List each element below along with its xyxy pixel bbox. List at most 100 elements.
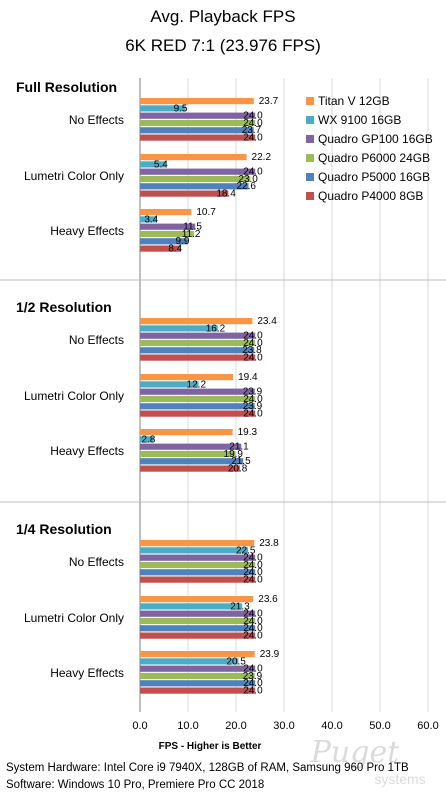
bar-value-label: 24.0	[243, 567, 263, 578]
bar-value-label: 24.0	[243, 331, 263, 342]
legend-swatch	[306, 192, 314, 200]
category-label: No Effects	[69, 113, 124, 127]
bar-value-label: 19.3	[238, 427, 258, 438]
category-labels: No Effects Lumetri Color Only Heavy Effect…	[24, 113, 124, 680]
x-tick-label: 50.0	[369, 720, 390, 732]
bar	[140, 632, 256, 639]
bar	[140, 403, 255, 410]
bar	[140, 209, 192, 216]
bar-value-label: 24.0	[243, 631, 263, 642]
x-tick-label: 30.0	[273, 720, 294, 732]
bar-value-label: 24.0	[243, 686, 263, 697]
bar	[140, 617, 256, 625]
watermark-sub: systems	[374, 771, 425, 787]
legend-entry: WX 9100 16GB	[318, 113, 401, 127]
bar	[140, 175, 251, 183]
bar-value-label: 23.0	[238, 174, 258, 185]
bar	[140, 245, 181, 252]
section-label: Full Resolution	[16, 79, 117, 95]
bar	[140, 554, 256, 561]
legend-swatch	[306, 97, 314, 105]
bar-value-label: 24.0	[243, 664, 263, 675]
bar-value-label: 11.2	[182, 229, 201, 240]
bar	[140, 339, 256, 347]
bar-value-label: 18.4	[216, 189, 236, 200]
bar	[140, 105, 186, 112]
bar-value-label: 5.4	[154, 159, 168, 170]
bar-value-label: 24.0	[243, 623, 263, 634]
bar-value-label: 9.9	[176, 236, 190, 247]
bar-value-label: 24.0	[243, 553, 263, 564]
bar-value-label: 21.3	[230, 601, 250, 612]
bar	[140, 680, 256, 687]
bar	[140, 154, 247, 161]
bar-value-label: 23.7	[242, 125, 262, 136]
chart-subtitle: 6K RED 7:1 (23.976 FPS)	[125, 36, 321, 55]
bar-value-label: 24.0	[243, 118, 263, 129]
bar-value-label: 24.0	[243, 575, 263, 586]
bar	[140, 450, 236, 458]
bar	[140, 332, 256, 339]
bar-value-label: 24.0	[243, 394, 263, 405]
bar	[140, 347, 255, 354]
legend-entry: Quadro GP100 16GB	[318, 132, 433, 146]
bar	[140, 119, 256, 127]
bar-value-label: 24.0	[243, 353, 263, 364]
category-label: Lumetri Color Only	[24, 169, 124, 183]
bar-value-label: 23.4	[257, 316, 277, 327]
legend-entry: Quadro P4000 8GB	[318, 189, 423, 203]
bar	[140, 596, 254, 603]
bar	[140, 216, 157, 223]
bar	[140, 547, 248, 554]
bar	[140, 161, 166, 168]
bar-value-label: 23.7	[259, 96, 279, 107]
bar	[140, 223, 196, 230]
footer-hardware: System Hardware: Intel Core i9 7940X, 12…	[6, 762, 409, 774]
bar-value-label: 24.0	[243, 111, 263, 122]
bar	[140, 443, 242, 450]
bar	[140, 318, 253, 325]
bar-value-label: 2.8	[141, 434, 155, 445]
bar	[140, 238, 188, 245]
legend-entry: Titan V 12GB	[318, 94, 390, 108]
bar-value-label: 12.2	[187, 379, 207, 390]
category-label: Lumetri Color Only	[24, 611, 124, 625]
category-label: Heavy Effects	[50, 224, 124, 238]
bar	[140, 540, 255, 547]
bar-value-label: 24.0	[243, 609, 263, 620]
bar	[140, 465, 240, 472]
bar-value-label: 24.0	[243, 616, 263, 627]
bar	[140, 561, 256, 569]
bar	[140, 183, 249, 190]
bar-value-label: 20.5	[226, 656, 246, 667]
section-label: 1/4 Resolution	[16, 521, 112, 537]
bar	[140, 603, 243, 610]
bar-value-label: 22.6	[236, 181, 256, 192]
bar-value-label: 24.0	[243, 133, 263, 144]
bar	[140, 687, 256, 694]
category-label: No Effects	[69, 333, 124, 347]
bar	[140, 672, 255, 680]
bar-value-label: 20.8	[228, 464, 248, 475]
bars: 23.79.524.024.023.724.022.25.424.023.022…	[140, 96, 280, 697]
bar-value-label: 19.9	[224, 449, 244, 460]
bar	[140, 354, 256, 361]
bar-value-label: 23.8	[259, 538, 279, 549]
bar-value-label: 21.5	[231, 456, 251, 467]
bar-value-label: 24.0	[243, 678, 263, 689]
bar-value-label: 23.9	[243, 387, 263, 398]
bar-value-label: 23.9	[243, 401, 263, 412]
bar-value-label: 9.5	[174, 103, 188, 114]
category-label: Heavy Effects	[50, 444, 124, 458]
bar	[140, 665, 256, 672]
legend-swatch	[306, 135, 314, 143]
footer-software: Software: Windows 10 Pro, Premiere Pro C…	[6, 779, 264, 791]
x-tick-label: 0.0	[132, 720, 147, 732]
bar	[140, 610, 256, 617]
x-tick-label: 20.0	[225, 720, 246, 732]
legend-swatch	[306, 173, 314, 181]
bar	[140, 381, 199, 388]
bar-value-label: 24.0	[243, 338, 263, 349]
watermark: Puget systems	[310, 735, 426, 787]
